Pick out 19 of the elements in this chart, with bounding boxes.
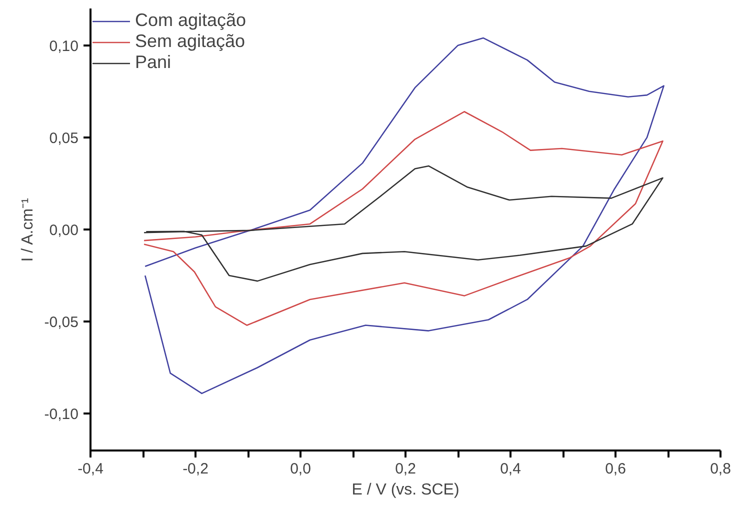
x-tick-label: 0,8 xyxy=(710,460,731,478)
x-tick-label: 0,0 xyxy=(290,460,311,478)
legend-label: Pani xyxy=(135,52,172,73)
x-tick-label: 0,2 xyxy=(395,460,416,478)
legend-label: Com agitação xyxy=(135,10,246,31)
y-tick-label: 0,05 xyxy=(49,130,79,147)
y-tick-label: 0,00 xyxy=(49,222,79,239)
y-axis-title: I / A.cm⁻¹ xyxy=(19,198,36,262)
line-series xyxy=(143,110,664,326)
x-tick-label: 0,4 xyxy=(500,460,521,478)
line-series xyxy=(143,165,664,282)
y-tick-label: -0,05 xyxy=(44,314,79,332)
x-tick-label: 0,6 xyxy=(605,460,626,478)
x-axis-title: E / V (vs. SCE) xyxy=(352,482,460,498)
y-tick-label: 0,10 xyxy=(49,38,79,55)
x-tick-label: -0,2 xyxy=(182,460,208,478)
legend-label: Sem agitação xyxy=(135,31,246,52)
y-tick-label: -0,10 xyxy=(44,406,79,424)
x-tick-label: -0,4 xyxy=(78,460,104,478)
